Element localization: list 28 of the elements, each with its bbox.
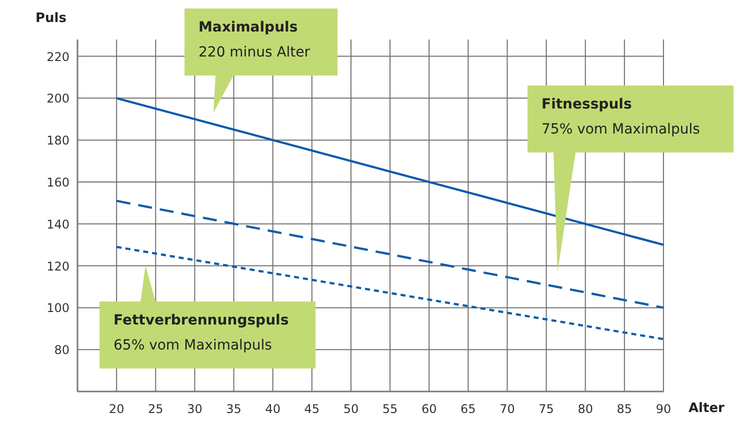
x-tick-label: 90 [656, 402, 672, 416]
y-tick-label: 200 [46, 92, 70, 106]
x-tick-label: 45 [304, 402, 320, 416]
x-tick-label: 20 [108, 402, 124, 416]
y-tick-label: 180 [46, 134, 70, 148]
y-tick-label: 100 [46, 301, 70, 316]
y-tick-label: 140 [46, 217, 70, 232]
y-tick-label: 80 [54, 343, 70, 358]
x-tick-label: 60 [421, 402, 437, 416]
x-tick-label: 85 [616, 402, 632, 416]
annotation: Maximalpuls 220 minus Alter [198, 20, 310, 60]
x-tick-label: 30 [187, 402, 202, 416]
annotation: Fettverbrennungspuls 65% vom Maximalpuls [114, 312, 289, 354]
x-tick-label: 55 [382, 402, 398, 416]
annotation: Fitnesspuls 75% vom Maximalpuls [542, 96, 700, 138]
y-tick-label: 160 [46, 175, 70, 190]
x-axis-title: Alter [688, 401, 726, 416]
x-tick-label: 35 [226, 402, 242, 416]
y-tick-label: 120 [46, 259, 70, 274]
x-tick-label: 80 [578, 402, 594, 416]
y-axis-title: Puls [36, 11, 67, 26]
x-tick-label: 40 [265, 402, 280, 416]
x-tick-label: 25 [148, 402, 164, 416]
x-tick-label: 75 [538, 402, 554, 416]
x-tick-label: 50 [343, 402, 359, 416]
x-tick-label: 65 [460, 402, 476, 416]
x-tick-label: 70 [500, 402, 515, 416]
y-tick-label: 220 [46, 50, 70, 64]
